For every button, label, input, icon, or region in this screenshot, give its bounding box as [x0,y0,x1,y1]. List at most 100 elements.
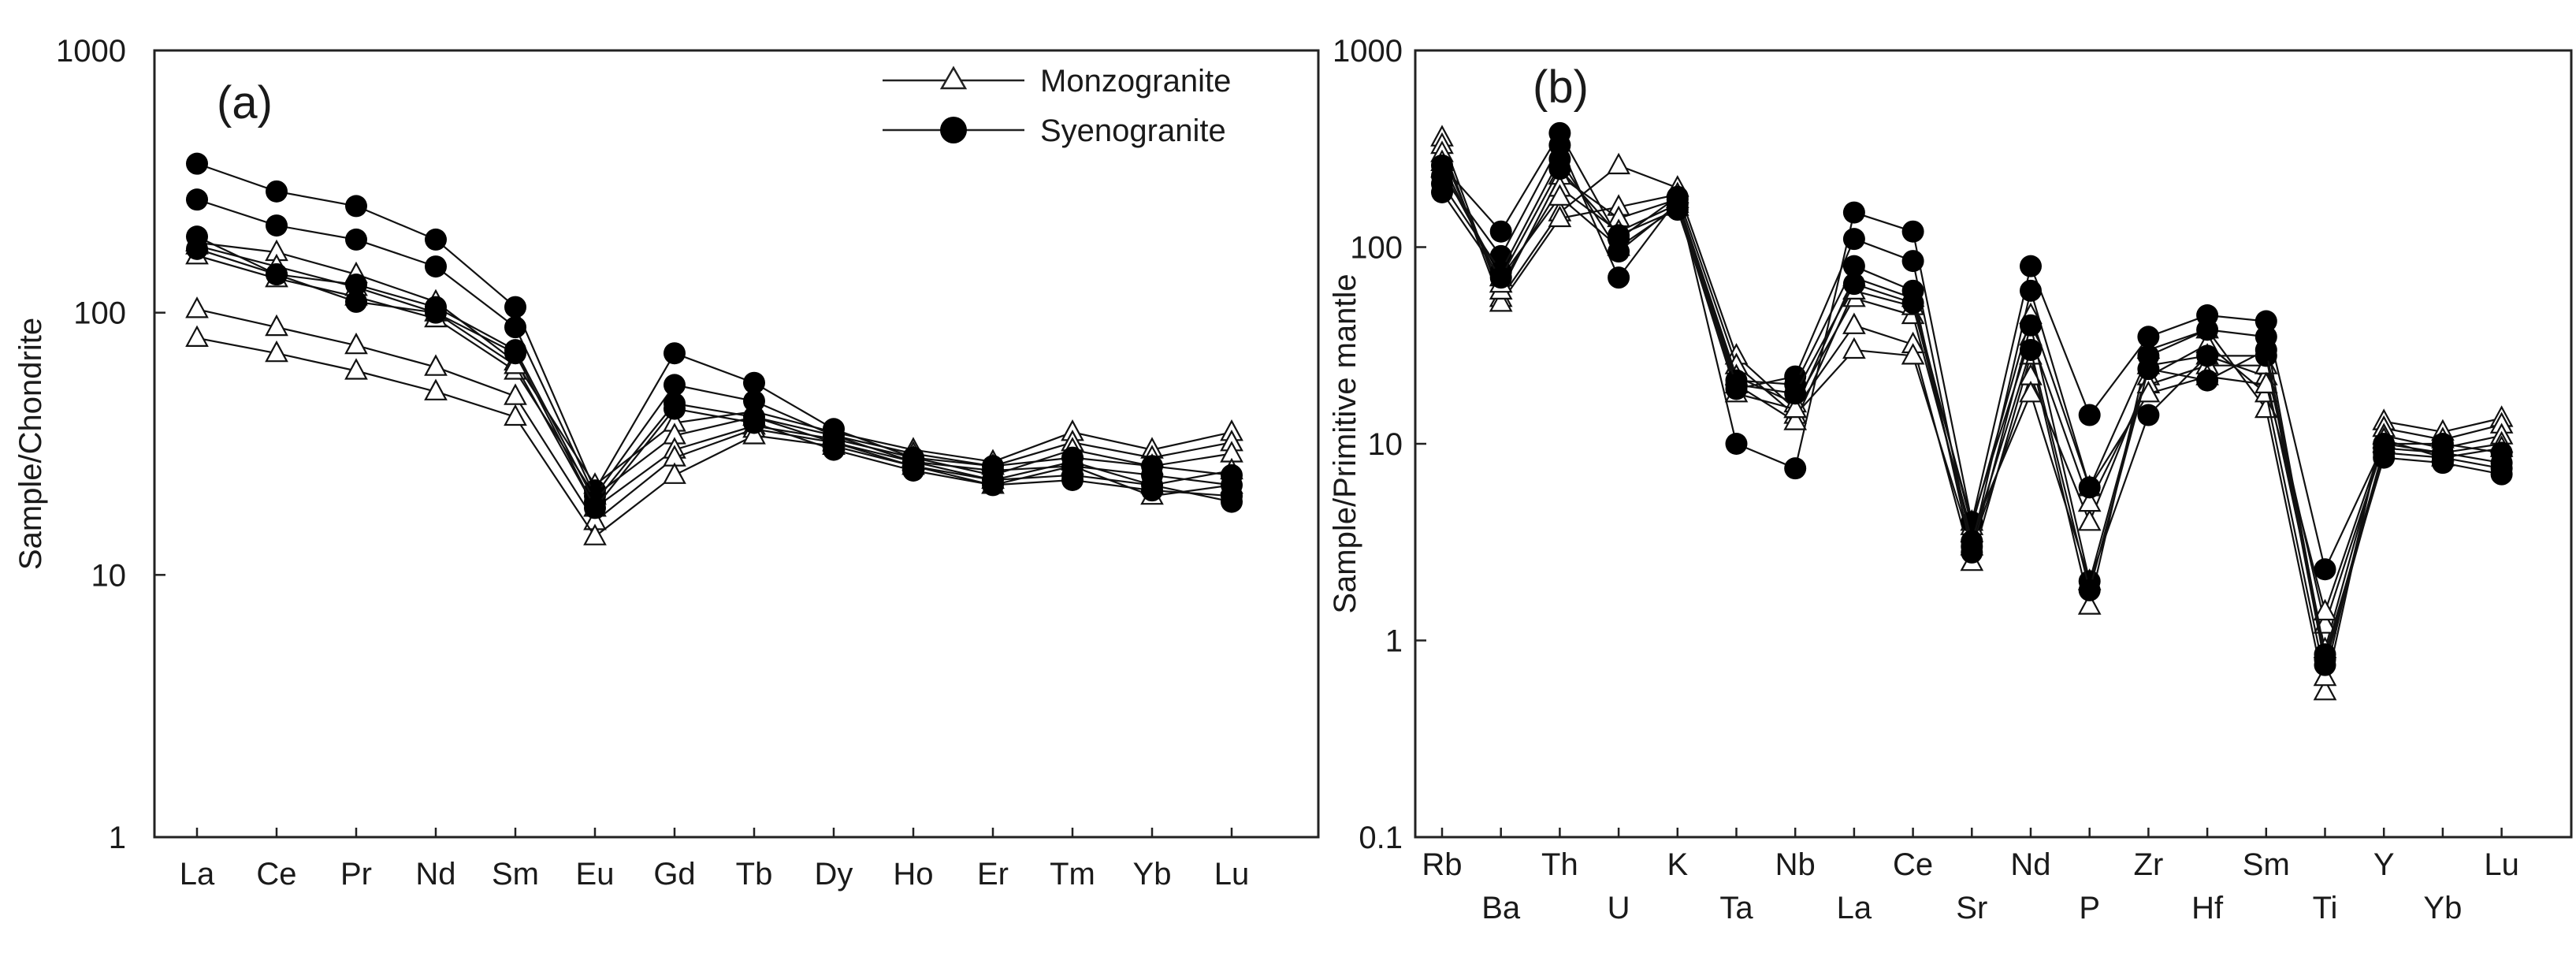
data-point [1842,201,1865,224]
data-point [1961,530,1983,553]
legend-syenogranite-marker [940,117,967,143]
data-point [2196,369,2219,392]
data-point [425,228,447,251]
x-tick-label: Ti [2313,891,2338,925]
data-point [1489,290,1513,312]
legend-monzogranite-marker [939,65,968,90]
y-tick-label: 100 [73,296,126,331]
series-monzogranite-2 [1430,132,2514,687]
data-point [1548,158,1571,181]
x-tick-label: Sr [1956,891,1987,925]
series-line [196,199,1232,498]
data-point [344,358,368,380]
x-tick-label: Ba [1481,891,1521,925]
data-point [1141,479,1163,502]
data-point [504,342,526,365]
data-point [2019,380,2043,403]
series-line [196,337,1232,538]
data-point [1725,433,1748,455]
data-point [2313,678,2337,701]
data-point [1784,382,1807,405]
data-point [2373,446,2396,469]
data-point [424,354,448,376]
series-monzogranite-4 [185,296,1243,530]
x-tick-label: Ta [1719,891,1753,925]
panel-a-y-ticks: 1 10 100 1000 [56,34,165,855]
data-point [1842,273,1865,296]
data-point [2078,404,2101,426]
x-tick-label: La [1837,891,1872,925]
data-point [664,397,686,420]
data-point [2196,318,2219,341]
y-tick-label: 0.1 [1359,821,1403,855]
data-point [265,340,288,363]
x-tick-label: Rb [1422,847,1462,882]
data-point [2020,338,2042,361]
series-line [1441,131,2502,572]
panel-b-y-axis-label: Sample/Primitive mantle [1328,274,1362,613]
x-tick-label: K [1667,847,1688,882]
data-point [584,497,606,519]
data-point [1901,292,1924,315]
panel-b-y-ticks: 0.1 1 10 100 1000 [1333,34,1426,855]
data-point [1842,337,1866,359]
data-point [1842,312,1866,334]
data-point [1901,220,1924,243]
data-point [1842,228,1865,251]
data-point [982,474,1004,497]
data-point [186,237,208,260]
x-tick-label: Lu [1214,857,1250,892]
data-point [2137,358,2160,381]
data-point [504,404,527,426]
series-line [196,248,1232,510]
data-point [1548,184,1572,206]
x-tick-label: Ce [256,857,296,892]
data-point [823,438,845,461]
series-line [1440,137,2502,692]
data-point [185,325,209,347]
x-tick-label: Nd [415,857,455,892]
data-point [1608,240,1630,263]
x-tick-label: Hf [2191,891,2224,925]
data-point [2136,380,2161,403]
data-point [2137,404,2160,426]
data-point [1608,266,1630,289]
data-point [1725,373,1748,396]
series-syenogranite-9 [1431,158,2513,666]
series-line [196,236,1232,504]
y-tick-label: 1 [1385,624,1403,659]
legend-monzogranite-label: Monzogranite [1040,64,1231,99]
data-point [266,263,288,286]
x-tick-label: Sm [2243,847,2290,882]
data-point [2078,579,2101,601]
x-tick-label: Sm [492,857,539,892]
x-tick-label: Ce [1893,847,1933,882]
data-point [1783,408,1808,430]
data-point [504,296,526,318]
y-tick-label: 1000 [56,34,126,69]
data-point [186,152,208,175]
data-point [2137,326,2160,348]
x-tick-label: Nb [1775,847,1816,882]
x-tick-label: Yb [2423,891,2462,925]
series-line [196,241,1232,487]
data-point [1489,220,1512,243]
data-point [1489,266,1512,289]
x-tick-label: Pr [340,857,372,892]
y-tick-label: 1000 [1333,34,1403,69]
data-point [1901,250,1924,273]
data-point [2077,508,2102,531]
data-point [504,383,527,405]
data-point [345,274,367,296]
series-monzogranite-1 [185,229,1243,494]
panel-a-y-axis-label: Sample/Chondrite [13,318,48,570]
series-line [1440,153,2502,650]
data-point [743,371,765,394]
series-line [1441,167,2502,655]
data-point [2314,643,2336,666]
data-point [1548,205,1572,228]
data-point [2196,344,2219,367]
legend-syenogranite-label: Syenogranite [1040,114,1226,148]
